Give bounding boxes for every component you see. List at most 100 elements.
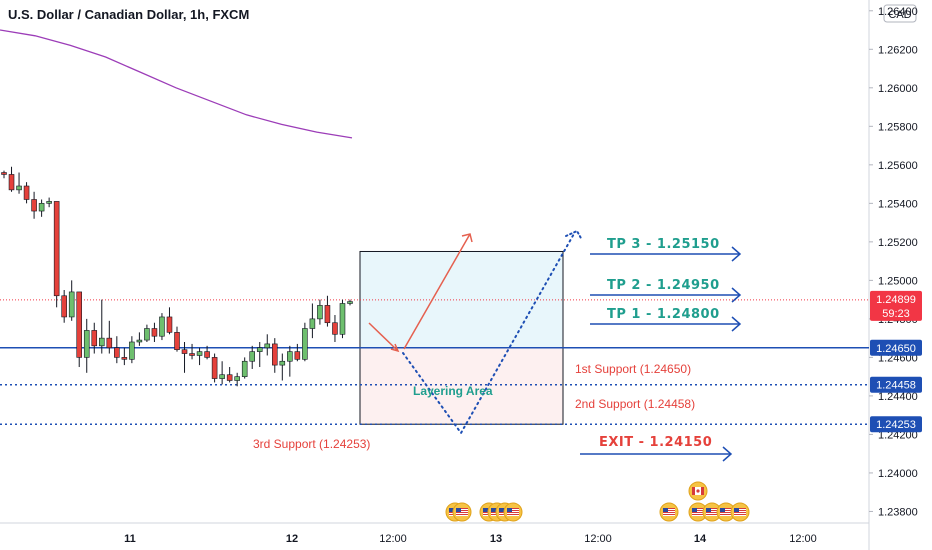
time-tick-5: 14 (694, 533, 707, 545)
candle-26 (196, 347, 203, 366)
candle-body-14 (106, 337, 113, 349)
candle-1 (8, 166, 15, 192)
candle-31 (234, 372, 240, 387)
candle-41 (309, 303, 316, 339)
candle-29 (219, 361, 225, 385)
candle-35 (264, 334, 271, 356)
us-flag-icon-9[interactable] (716, 502, 736, 522)
candle-43 (324, 295, 331, 327)
candle-11 (83, 318, 90, 373)
candle-44 (332, 315, 338, 342)
candle-body-19 (144, 328, 150, 341)
time-axis[interactable]: 11 12 12:00 13 12:00 14 12:00 (124, 533, 817, 545)
candle-body-4 (31, 199, 37, 212)
time-tick-1: 12 (286, 533, 298, 545)
time-tick-6: 12:00 (789, 533, 817, 545)
candle-body-33 (249, 351, 255, 362)
down-arrow-head (390, 343, 400, 353)
price-tick-13: 1.23800 (878, 506, 918, 518)
candle-4 (31, 191, 37, 219)
candle-20 (151, 322, 158, 342)
support-price-tag-1 (870, 339, 922, 356)
up-arrow-head (461, 233, 473, 243)
price-tick-1: 1.26200 (878, 44, 918, 56)
candle-32 (241, 357, 248, 379)
price-tick-12: 1.24000 (878, 468, 918, 480)
candle-27 (204, 345, 210, 360)
candle-body-9 (68, 291, 75, 318)
us-flag-icon-6[interactable] (659, 502, 679, 522)
candle-25 (189, 343, 195, 360)
up-arrow-line (403, 233, 471, 350)
candle-body-43 (324, 305, 331, 324)
ca-flag-icon-11[interactable] (688, 481, 708, 501)
candle-24 (181, 341, 188, 373)
candle-body-26 (196, 351, 203, 356)
tp3-arrow (590, 246, 742, 262)
candle-body-17 (129, 341, 135, 360)
candle-19 (144, 324, 150, 342)
candle-12 (91, 322, 98, 354)
candle-body-35 (264, 343, 271, 349)
candle-2 (16, 172, 22, 194)
candle-22 (166, 307, 173, 335)
candle-body-23 (174, 332, 180, 350)
candle-5 (38, 199, 45, 217)
candle-0 (1, 170, 7, 179)
tp1-arrow (590, 316, 742, 332)
support2-label: 2nd Support (1.24458) (575, 397, 695, 411)
candle-body-40 (302, 328, 308, 360)
candle-9 (68, 280, 75, 321)
candle-body-12 (91, 330, 98, 347)
candle-body-3 (23, 185, 30, 200)
candle-body-39 (294, 351, 301, 360)
us-flag-icon-1[interactable] (452, 502, 472, 522)
time-tick-0: 11 (124, 533, 136, 545)
candle-body-5 (38, 203, 45, 212)
moving-average-line (0, 29, 353, 139)
us-flag-icon-8[interactable] (702, 502, 722, 522)
candle-body-42 (317, 305, 323, 320)
dotted-arrow-head (565, 229, 583, 241)
candle-34 (256, 341, 263, 368)
price-tick-5: 1.25400 (878, 198, 918, 210)
candle-body-8 (61, 295, 67, 318)
candles (1, 166, 353, 387)
candle-13 (99, 299, 105, 354)
economic-events[interactable] (445, 481, 750, 522)
exit-label: EXIT - 1.24150 (599, 435, 712, 450)
candle-33 (249, 345, 255, 369)
candle-body-24 (181, 349, 188, 354)
price-tick-4: 1.25600 (878, 160, 918, 172)
candle-body-2 (16, 185, 22, 191)
candle-body-7 (53, 201, 60, 297)
price-tick-0: 1.26400 (878, 6, 918, 18)
candle-body-20 (151, 328, 158, 337)
candle-38 (287, 345, 293, 377)
candle-body-29 (219, 374, 225, 379)
candle-40 (302, 322, 308, 362)
candle-14 (106, 320, 113, 354)
currency-badge[interactable]: CAD (883, 4, 917, 23)
time-tick-2: 12:00 (379, 533, 407, 545)
candle-body-16 (121, 357, 128, 360)
price-axis[interactable]: 1.26400 1.26200 1.26000 1.25800 1.25600 1.254… (869, 6, 918, 519)
candle-body-27 (204, 351, 210, 358)
time-tick-4: 12:00 (584, 533, 612, 545)
candle-6 (46, 197, 52, 208)
candle-body-11 (83, 330, 90, 358)
candle-body-38 (287, 351, 293, 362)
currency-badge-label: CAD (888, 9, 911, 21)
us-flag-icon-5[interactable] (503, 502, 523, 522)
candle-body-6 (46, 201, 52, 204)
candle-body-10 (76, 291, 82, 358)
us-flag-icon-10[interactable] (730, 502, 750, 522)
candle-body-0 (1, 172, 7, 175)
candle-body-45 (339, 303, 346, 335)
candle-36 (272, 338, 278, 373)
candle-body-37 (279, 360, 286, 366)
candle-body-46 (347, 301, 353, 304)
price-tick-2: 1.26000 (878, 83, 918, 95)
scenario-arrows (368, 233, 473, 353)
